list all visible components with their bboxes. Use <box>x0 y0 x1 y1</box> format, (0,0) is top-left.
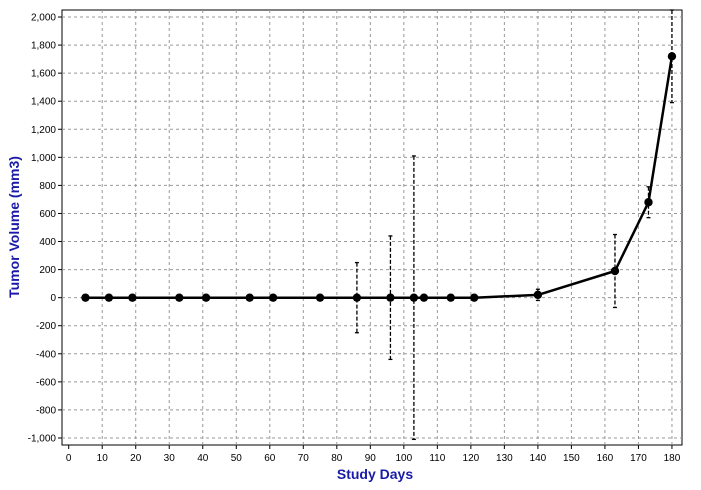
data-point <box>409 293 419 302</box>
data-point <box>175 293 184 302</box>
x-tick-label: 30 <box>164 453 176 464</box>
x-tick-label: 140 <box>530 453 547 464</box>
data-point <box>245 293 254 302</box>
data-point <box>533 290 543 300</box>
y-tick-label: 1,400 <box>31 97 56 108</box>
data-point <box>470 293 479 302</box>
y-tick-label: -1,000 <box>28 433 57 444</box>
y-axis-title: Tumor Volume (mm3) <box>6 156 22 298</box>
data-point <box>352 293 362 302</box>
y-tick-label: 400 <box>39 237 56 248</box>
y-tick-label: -600 <box>36 377 56 388</box>
x-tick-label: 100 <box>395 453 412 464</box>
y-tick-label: 1,000 <box>31 153 56 164</box>
data-point <box>419 293 429 302</box>
x-tick-label: 10 <box>97 453 109 464</box>
data-point <box>201 293 211 302</box>
x-tick-label: 20 <box>130 453 142 464</box>
data-point <box>446 293 455 302</box>
y-tick-label: 1,600 <box>31 69 56 80</box>
plot-background <box>61 9 683 446</box>
y-tick-label: -200 <box>36 321 56 332</box>
data-point <box>386 293 395 302</box>
series-line <box>85 56 674 299</box>
data-series <box>81 52 677 302</box>
y-tick-label: -400 <box>36 349 56 360</box>
x-tick-label: 40 <box>197 453 209 464</box>
y-axis-ticks: -1,000 -800 -600 -400 -200 0 200 400 600 800 1,000… <box>28 13 62 444</box>
x-tick-label: 160 <box>597 453 614 464</box>
x-tick-label: 170 <box>630 453 647 464</box>
x-tick-label: 60 <box>264 453 276 464</box>
x-axis-ticks: 0 10 20 30 40 50 60 70 80 90 100 110 120 130 140 150 160… <box>66 445 681 464</box>
x-tick-label: 90 <box>365 453 377 464</box>
data-point <box>104 293 114 302</box>
data-point <box>81 293 90 302</box>
y-tick-label: -800 <box>36 405 56 416</box>
y-tick-label: 1,200 <box>31 125 56 136</box>
x-tick-label: 80 <box>331 453 343 464</box>
data-point <box>610 266 620 276</box>
y-tick-label: 800 <box>39 181 56 192</box>
x-tick-label: 130 <box>496 453 513 464</box>
x-tick-label: 0 <box>66 453 72 464</box>
x-tick-label: 180 <box>664 453 681 464</box>
y-tick-label: 2,000 <box>31 13 56 24</box>
gridlines <box>62 10 682 445</box>
data-point <box>268 293 278 302</box>
data-point <box>315 293 325 302</box>
data-point <box>128 293 137 302</box>
x-tick-label: 50 <box>231 453 243 464</box>
x-tick-label: 150 <box>563 453 580 464</box>
x-tick-label: 120 <box>463 453 480 464</box>
y-tick-label: 600 <box>39 209 56 220</box>
y-tick-label: 200 <box>39 265 56 276</box>
x-tick-label: 70 <box>298 453 310 464</box>
x-tick-label: 110 <box>429 453 445 464</box>
data-point <box>667 52 677 61</box>
y-tick-label: 0 <box>50 293 56 304</box>
y-tick-label: 1,800 <box>31 41 56 52</box>
x-axis-title: Study Days <box>337 466 413 482</box>
data-point <box>644 198 653 207</box>
